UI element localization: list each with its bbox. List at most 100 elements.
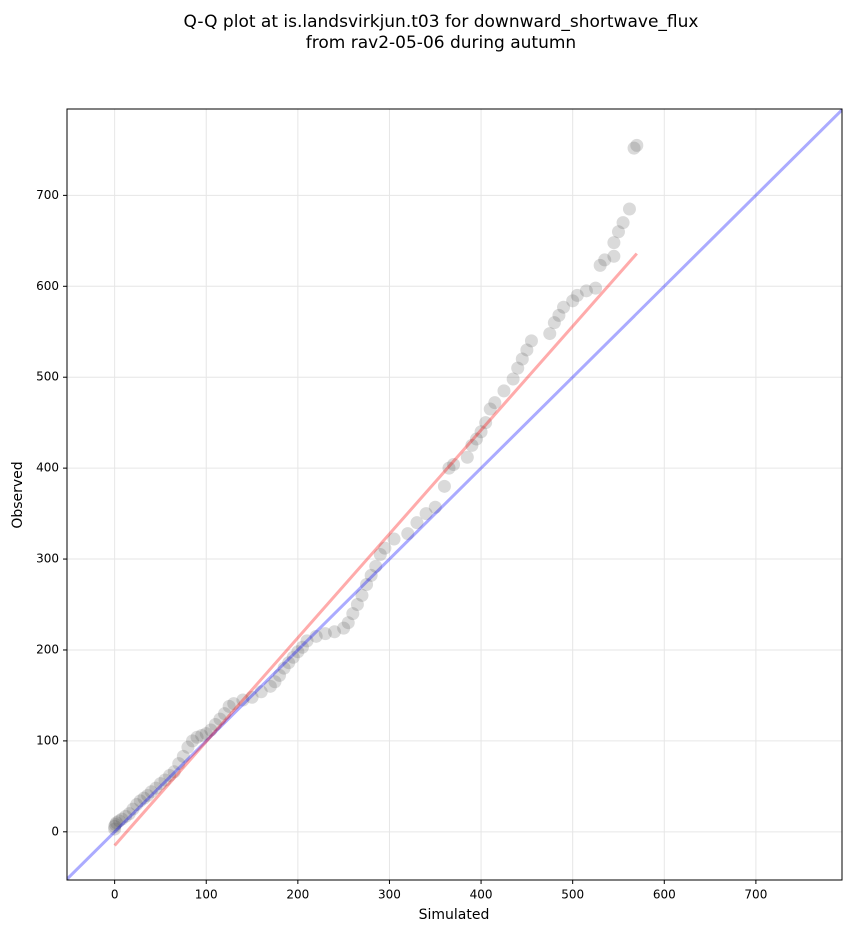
point	[115, 812, 129, 826]
point	[291, 645, 305, 659]
point	[130, 798, 144, 812]
point	[167, 765, 181, 779]
point	[524, 334, 538, 348]
point	[479, 416, 493, 430]
point	[144, 785, 158, 799]
point	[204, 723, 218, 737]
point	[218, 707, 232, 721]
point	[465, 438, 479, 452]
point	[318, 627, 332, 641]
point	[579, 284, 593, 298]
point	[153, 777, 167, 791]
point	[112, 814, 126, 828]
point	[300, 634, 314, 648]
x-tick-label: 700	[744, 888, 767, 902]
point	[149, 781, 163, 795]
point	[109, 818, 123, 832]
point	[181, 740, 195, 754]
identity-line	[67, 109, 842, 880]
point	[137, 791, 151, 805]
point	[607, 236, 621, 250]
point	[109, 816, 123, 830]
point	[236, 693, 250, 707]
y-tick-label: 100	[36, 733, 59, 747]
point	[437, 479, 451, 493]
y-tick-label: 700	[36, 188, 59, 202]
point	[350, 598, 364, 612]
point	[268, 675, 282, 689]
point	[133, 794, 147, 808]
chart-subtitle: from rav2-05-06 during autumn	[306, 33, 576, 53]
point	[163, 768, 177, 782]
x-tick-label: 100	[195, 888, 218, 902]
point	[341, 616, 355, 630]
point	[227, 697, 241, 711]
point	[401, 527, 415, 541]
point	[286, 650, 300, 664]
fit-line	[113, 252, 638, 847]
point	[616, 216, 630, 230]
point	[598, 253, 612, 267]
point	[295, 640, 309, 654]
point	[327, 625, 341, 639]
plot-area	[67, 109, 842, 880]
y-tick-label: 0	[51, 824, 59, 838]
point	[410, 516, 424, 530]
point	[277, 661, 291, 675]
point	[213, 712, 227, 726]
point	[442, 461, 456, 475]
point	[119, 809, 133, 823]
x-tick-label: 300	[378, 888, 401, 902]
y-tick-label: 500	[36, 370, 59, 384]
point	[263, 679, 277, 693]
y-tick-label: 200	[36, 642, 59, 656]
point	[547, 316, 561, 330]
point	[589, 281, 603, 295]
y-tick-label: 400	[36, 461, 59, 475]
point	[469, 432, 483, 446]
point	[630, 138, 644, 152]
point	[126, 802, 140, 816]
point	[141, 788, 155, 802]
chart-title: Q-Q plot at is.landsvirkjun.t03 for down…	[184, 12, 699, 32]
y-axis-label: Observed	[10, 461, 26, 528]
point	[122, 807, 136, 821]
point	[273, 668, 287, 682]
point	[474, 425, 488, 439]
point	[186, 734, 200, 748]
y-tick-label: 300	[36, 552, 59, 566]
x-axis-label: Simulated	[419, 907, 490, 923]
point	[447, 457, 461, 471]
point	[108, 822, 122, 836]
point	[611, 225, 625, 239]
point	[566, 294, 580, 308]
point	[627, 141, 641, 155]
point	[199, 727, 213, 741]
point	[488, 396, 502, 410]
point	[506, 372, 520, 386]
point	[483, 402, 497, 416]
point	[369, 559, 383, 573]
point	[511, 361, 525, 375]
point	[195, 728, 209, 742]
point	[497, 384, 511, 398]
point	[607, 249, 621, 263]
point	[172, 757, 186, 771]
point	[254, 685, 268, 699]
x-tick-label: 500	[561, 888, 584, 902]
plot-frame	[66, 108, 843, 881]
x-tick-label: 200	[286, 888, 309, 902]
point	[309, 629, 323, 643]
y-tick-label: 600	[36, 279, 59, 293]
point	[245, 690, 259, 704]
x-tick-label: 600	[653, 888, 676, 902]
point	[108, 819, 122, 833]
point	[364, 568, 378, 582]
point	[208, 718, 222, 732]
x-tick-label: 0	[111, 888, 119, 902]
point	[158, 773, 172, 787]
point	[557, 300, 571, 314]
point	[460, 450, 474, 464]
point	[570, 288, 584, 302]
